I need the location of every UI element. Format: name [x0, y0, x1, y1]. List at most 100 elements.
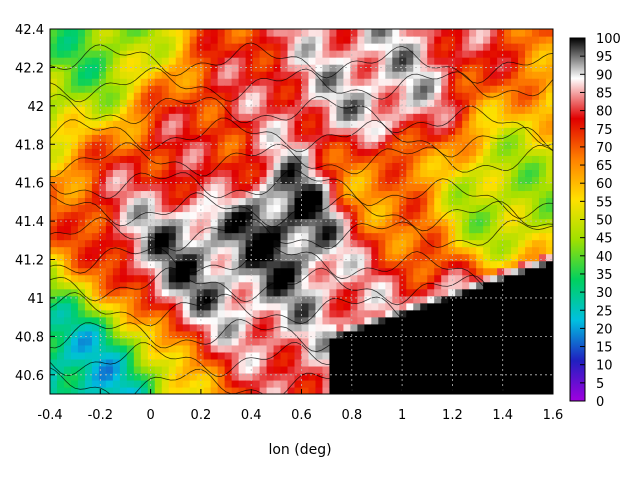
heatmap-cell [448, 113, 456, 121]
heatmap-cell [189, 43, 198, 51]
heatmap-cell [147, 127, 156, 135]
heatmap-cell [462, 162, 470, 170]
heatmap-cell [294, 141, 303, 149]
heatmap-cell [161, 267, 170, 276]
heatmap-cell [364, 218, 372, 227]
heatmap-cell [371, 155, 379, 163]
heatmap-cell [210, 134, 219, 142]
heatmap-cell [273, 106, 282, 114]
heatmap-cell [357, 372, 365, 381]
heatmap-cell [224, 57, 233, 65]
heatmap-cell [196, 337, 205, 346]
heatmap-cell [350, 85, 358, 93]
heatmap-cell [56, 246, 65, 255]
heatmap-cell [84, 309, 93, 318]
heatmap-cell [357, 176, 365, 185]
heatmap-cell [238, 169, 247, 177]
heatmap-cell [189, 379, 198, 388]
heatmap-cell [525, 92, 533, 100]
heatmap-cell [539, 29, 547, 37]
heatmap-cell [105, 204, 114, 213]
heatmap-cell [70, 127, 79, 135]
heatmap-cell [329, 85, 338, 93]
heatmap-cell [259, 386, 268, 394]
heatmap-cell [126, 36, 135, 44]
heatmap-cell [231, 246, 240, 255]
heatmap-cell [504, 323, 512, 332]
heatmap-cell [448, 218, 456, 227]
heatmap-cell [462, 64, 470, 72]
heatmap-cell [259, 344, 268, 353]
heatmap-cell [357, 78, 365, 86]
heatmap-cell [357, 274, 365, 283]
heatmap-cell [497, 141, 505, 149]
heatmap-cell [462, 372, 470, 381]
heatmap-cell [455, 190, 463, 199]
heatmap-cell [105, 274, 114, 283]
heatmap-cell [84, 337, 93, 346]
heatmap-cell [315, 267, 324, 276]
heatmap-cell [497, 99, 505, 107]
heatmap-cell [357, 204, 365, 213]
heatmap-cell [91, 85, 100, 93]
heatmap-cell [364, 337, 372, 346]
heatmap-cell [336, 365, 345, 374]
heatmap-cell [532, 288, 540, 297]
heatmap-cell [294, 358, 303, 367]
heatmap-cell [175, 225, 184, 234]
heatmap-cell [546, 127, 553, 135]
heatmap-cell [525, 85, 533, 93]
heatmap-cell [273, 379, 282, 388]
heatmap-cell [112, 204, 121, 213]
heatmap-cell [336, 253, 345, 262]
heatmap-cell [483, 204, 491, 213]
heatmap-cell [175, 127, 184, 135]
heatmap-cell [371, 64, 379, 72]
heatmap-cell [546, 113, 553, 121]
heatmap-cell [308, 302, 317, 311]
heatmap-cell [399, 260, 407, 269]
heatmap-cell [133, 43, 142, 51]
heatmap-cell [238, 57, 247, 65]
heatmap-cell [273, 239, 282, 248]
heatmap-cell [287, 337, 296, 346]
heatmap-cell [406, 351, 414, 360]
heatmap-cell [238, 218, 247, 227]
heatmap-cell [322, 260, 331, 269]
heatmap-cell [371, 169, 379, 177]
heatmap-cell [266, 141, 275, 149]
heatmap-cell [469, 288, 477, 297]
heatmap-cell [441, 204, 449, 213]
heatmap-cell [266, 162, 275, 170]
heatmap-cell [203, 218, 212, 227]
heatmap-cell [343, 309, 352, 318]
heatmap-cell [539, 246, 547, 255]
heatmap-cell [91, 386, 100, 394]
heatmap-cell [175, 78, 184, 86]
heatmap-cell [385, 225, 393, 234]
heatmap-cell [287, 281, 296, 290]
heatmap-cell [161, 120, 170, 128]
heatmap-cell [406, 302, 414, 311]
heatmap-cell [112, 372, 121, 381]
heatmap-cell [413, 372, 421, 381]
heatmap-cell [140, 106, 149, 114]
heatmap-cell [399, 120, 407, 128]
heatmap-cell [98, 281, 107, 290]
heatmap-cell [434, 267, 442, 276]
heatmap-cell [371, 344, 379, 353]
heatmap-cell [343, 267, 352, 276]
heatmap-cell [462, 57, 470, 65]
heatmap-cell [175, 197, 184, 206]
heatmap-cell [126, 344, 135, 353]
heatmap-cell [203, 372, 212, 381]
heatmap-cell [133, 372, 142, 381]
heatmap-cell [392, 141, 400, 149]
heatmap-cell [133, 309, 142, 318]
heatmap-cell [224, 183, 233, 192]
heatmap-cell [378, 225, 386, 234]
heatmap-cell [245, 92, 254, 100]
heatmap-cell [392, 190, 400, 199]
heatmap-cell [308, 379, 317, 388]
heatmap-cell [455, 218, 463, 227]
